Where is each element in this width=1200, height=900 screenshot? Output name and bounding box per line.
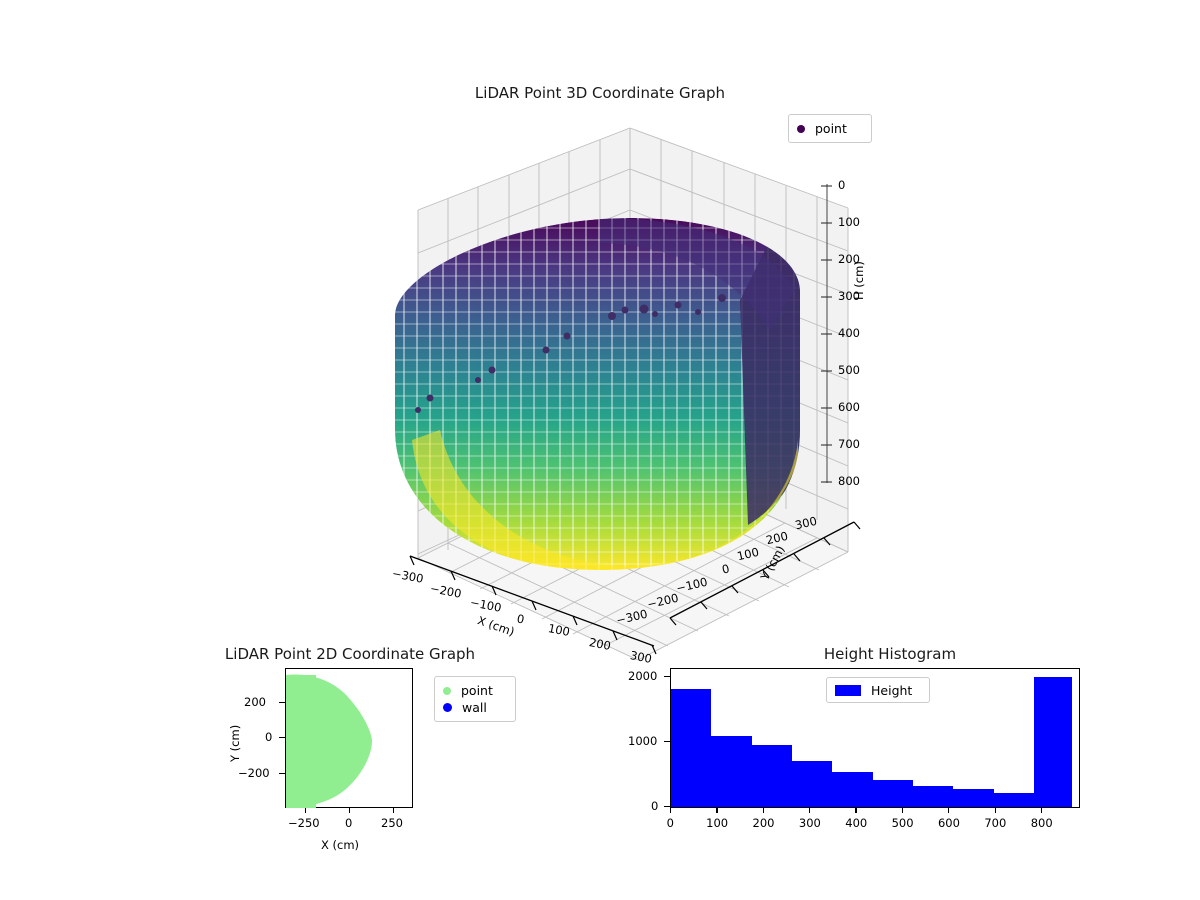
height-swatch-icon	[835, 684, 861, 696]
plot2d-xtick-250: 250	[381, 816, 403, 830]
histogram-bar	[711, 735, 752, 807]
ztick-0: 0	[838, 178, 846, 192]
plot3d-title: LiDAR Point 3D Coordinate Graph	[474, 84, 726, 102]
wall-marker-icon	[443, 703, 452, 712]
ztick-300: 300	[838, 289, 860, 303]
hist-xtick-600: 600	[937, 816, 960, 830]
legend-entry-point: point	[789, 120, 871, 137]
plot3d-scene	[300, 100, 920, 661]
histogram-bar	[671, 688, 712, 807]
ztick-800: 800	[838, 474, 860, 488]
hist-xtick-700: 700	[984, 816, 1007, 830]
hist-xtick-200: 200	[752, 816, 775, 830]
plot2d-x-axis-label: X (cm)	[321, 838, 360, 852]
ztick-200: 200	[838, 252, 860, 266]
hist-xtick-400: 400	[845, 816, 868, 830]
hist-xtick-0: 0	[666, 816, 674, 830]
plot2d-ytick-0: 0	[265, 730, 273, 744]
legend-label-height: Height	[871, 682, 913, 698]
plot2d-title: LiDAR Point 2D Coordinate Graph	[224, 645, 476, 663]
histogram-title: Height Histogram	[823, 645, 957, 663]
histogram-bar	[832, 772, 873, 807]
histogram-bar	[953, 789, 994, 807]
histogram-axes[interactable]	[670, 668, 1080, 808]
plot2d-xtick--250: −250	[288, 816, 320, 830]
histogram-bars	[671, 669, 1079, 807]
legend-label-wall: wall	[462, 700, 487, 715]
plot3d-z-axis-label: H (cm)	[852, 261, 866, 300]
plot2d-xtick-0: 0	[345, 816, 353, 830]
ztick-600: 600	[838, 400, 860, 414]
hist-ytick-0: 0	[651, 799, 659, 813]
hist-xtick-100: 100	[706, 816, 729, 830]
plot2d-ytick-200: 200	[244, 695, 266, 709]
plot2d-ytick--200: −200	[238, 766, 270, 780]
hist-xtick-mark	[1040, 808, 1043, 813]
hist-xtick-mark	[762, 808, 764, 813]
plot2d-axes[interactable]	[285, 668, 413, 808]
histogram-bar	[993, 792, 1035, 807]
histogram-bar	[1034, 676, 1073, 807]
hist-xtick-mark	[716, 808, 718, 813]
hist-xtick-300: 300	[798, 816, 821, 830]
histogram-legend[interactable]: Height	[826, 677, 930, 703]
plot3d-point-cloud	[395, 218, 800, 570]
hist-xtick-800: 800	[1030, 816, 1053, 830]
plot2d-point-region	[286, 669, 414, 809]
hist-xtick-mark	[901, 808, 903, 813]
ztick-400: 400	[838, 326, 860, 340]
xtick-300: 300	[628, 648, 654, 666]
legend-entry-wall-2d: wall	[435, 699, 515, 716]
plot3d-outlier-points	[415, 294, 726, 413]
point-marker-icon	[797, 124, 805, 133]
histogram-bar	[751, 744, 792, 807]
hist-ytick-2000: 2000	[628, 669, 658, 683]
ztick-100: 100	[838, 215, 860, 229]
legend-entry-point-2d: point	[435, 682, 515, 699]
hist-xtick-mark	[948, 808, 950, 813]
hist-xtick-mark	[670, 808, 672, 813]
hist-xtick-mark	[994, 808, 996, 813]
ztick-500: 500	[838, 363, 860, 377]
histogram-bar	[913, 785, 954, 807]
legend-entry-height: Height	[827, 682, 929, 699]
hist-xtick-mark	[809, 808, 811, 813]
legend-label-point: point	[461, 683, 493, 698]
histogram-bar	[792, 760, 833, 807]
hist-xtick-mark	[855, 808, 857, 813]
histogram-bar	[872, 780, 913, 807]
legend-label-point: point	[815, 121, 847, 136]
hist-ytick-1000: 1000	[628, 734, 658, 748]
point-marker-icon	[443, 686, 451, 695]
hist-xtick-500: 500	[891, 816, 914, 830]
ztick-700: 700	[838, 437, 860, 451]
plot2d-y-axis-label: Y (cm)	[228, 724, 242, 762]
plot2d-legend[interactable]: point wall	[434, 676, 516, 722]
plot3d-legend[interactable]: point	[788, 114, 872, 143]
